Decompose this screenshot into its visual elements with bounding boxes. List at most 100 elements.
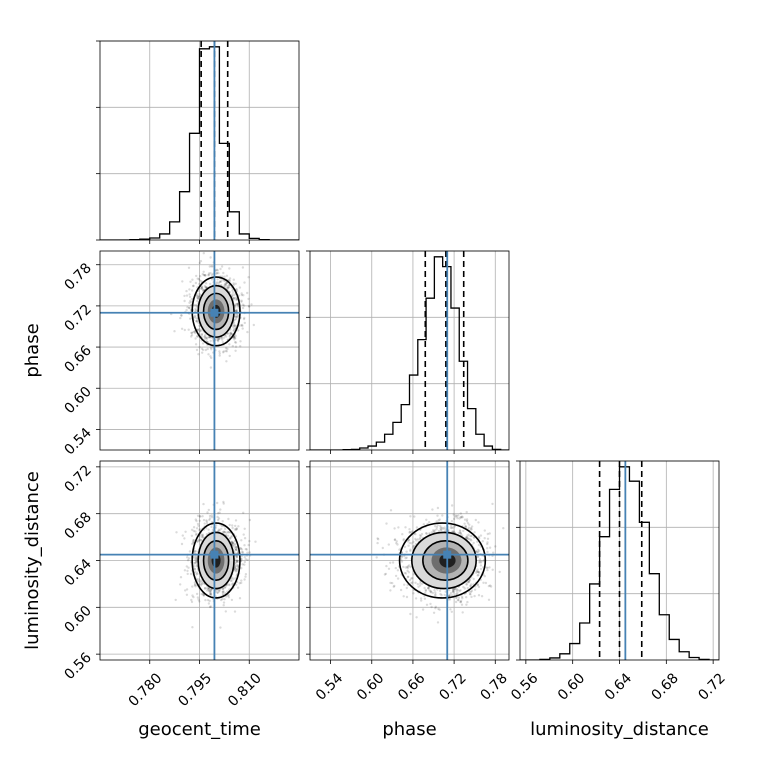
sample-point [238, 582, 241, 585]
sample-point [479, 567, 483, 571]
x-axis-label-phase: phase [382, 719, 436, 740]
sample-point [227, 285, 231, 289]
sample-point [414, 581, 417, 584]
sample-point [436, 506, 440, 510]
sample-point [173, 330, 176, 333]
sample-point [195, 561, 198, 564]
sample-point [197, 539, 201, 542]
sample-point [398, 548, 401, 551]
sample-point [476, 574, 479, 577]
sample-point [181, 280, 184, 283]
sample-point [477, 543, 481, 547]
sample-point [412, 545, 415, 548]
sample-point [227, 593, 230, 597]
sample-point [483, 575, 486, 578]
sample-point [214, 269, 218, 272]
sample-point [470, 583, 473, 586]
sample-point [229, 579, 232, 582]
sample-point [434, 594, 437, 597]
sample-point [202, 502, 205, 506]
sample-point [194, 314, 197, 317]
sample-point [234, 547, 237, 550]
sample-point [462, 529, 465, 533]
sample-point [466, 580, 470, 584]
sample-point [486, 566, 489, 570]
sample-point [190, 534, 194, 537]
sample-point [460, 515, 464, 518]
sample-point [406, 569, 409, 573]
sample-point [221, 341, 225, 344]
sample-point [441, 526, 444, 530]
sample-point [233, 528, 237, 531]
sample-point [211, 265, 214, 268]
sample-point [208, 514, 212, 518]
sample-point [459, 589, 462, 592]
sample-point [479, 534, 483, 537]
hist-panel-geocent_time [96, 40, 300, 244]
sample-point [217, 517, 221, 520]
sample-point [192, 284, 195, 287]
sample-point [199, 275, 202, 278]
sample-point [196, 317, 199, 320]
sample-point [221, 338, 224, 341]
sample-point [477, 570, 480, 574]
sample-point [465, 510, 468, 514]
sample-point [459, 530, 462, 533]
sample-point [458, 589, 461, 593]
x-tick-label-phase: 0.72 [436, 670, 469, 703]
sample-point [405, 586, 408, 590]
sample-point [486, 541, 489, 544]
sample-point [223, 598, 226, 601]
sample-point [478, 537, 481, 540]
sample-point [195, 563, 198, 566]
sample-point [470, 528, 473, 531]
sample-point [236, 586, 240, 589]
sample-point [190, 598, 193, 602]
sample-point [432, 529, 435, 532]
sample-point [207, 353, 210, 356]
sample-point [231, 542, 235, 545]
sample-point [406, 575, 410, 578]
sample-point [450, 526, 453, 530]
sample-point [431, 508, 434, 511]
sample-point [217, 281, 220, 285]
sample-point [404, 557, 407, 560]
sample-point [194, 309, 197, 312]
sample-point [193, 549, 196, 553]
sample-point [205, 336, 208, 339]
sample-point [197, 524, 200, 527]
sample-point [438, 589, 442, 593]
sample-point [201, 536, 205, 539]
sample-point [204, 333, 207, 337]
sample-point [227, 583, 230, 586]
sample-point [222, 530, 225, 533]
sample-point [407, 564, 411, 567]
sample-point [436, 514, 439, 517]
sample-point [175, 531, 178, 534]
sample-point [195, 303, 198, 307]
x-tick-label-luminosity_distance: 0.64 [602, 670, 635, 703]
sample-point [217, 338, 220, 341]
sample-point [393, 538, 396, 542]
sample-point [209, 593, 212, 596]
sample-point [236, 302, 239, 306]
y-axis-label-phase: phase [22, 323, 43, 377]
sample-point [196, 514, 200, 517]
sample-point [207, 602, 211, 605]
sample-point [232, 291, 235, 294]
sample-point [231, 293, 234, 296]
sample-point [234, 561, 238, 564]
sample-point [206, 587, 209, 590]
sample-point [193, 584, 197, 587]
sample-point [201, 288, 204, 291]
sample-point [186, 559, 190, 562]
sample-point [191, 278, 194, 281]
sample-point [183, 299, 186, 303]
sample-point [185, 588, 189, 591]
sample-point [424, 589, 427, 593]
sample-point [439, 527, 442, 530]
sample-point [491, 502, 494, 506]
sample-point [209, 605, 212, 608]
sample-point [195, 559, 198, 562]
panel-luminosity_distance-vs-geocent_time [96, 460, 300, 664]
